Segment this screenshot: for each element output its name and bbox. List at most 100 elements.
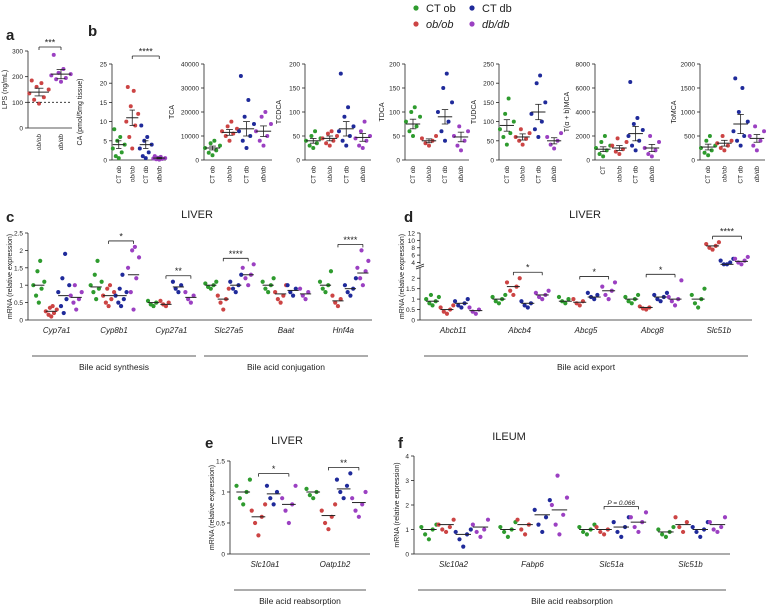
data-point	[251, 262, 256, 267]
data-point	[176, 290, 181, 295]
group-label: Bile acid reabsorption	[531, 596, 613, 606]
data-point	[263, 110, 268, 114]
panel-letter: c	[6, 209, 14, 226]
data-point	[629, 301, 634, 306]
x-tick-label: CT db	[143, 166, 150, 184]
data-point	[615, 529, 620, 535]
data-point	[411, 134, 415, 138]
x-tick-label: CT ob	[705, 166, 712, 184]
y-tick-label: 30000	[181, 86, 199, 93]
data-point	[317, 279, 323, 284]
data-point	[249, 508, 254, 513]
data-point	[457, 124, 462, 129]
y-tick-label: 0	[586, 158, 590, 165]
data-point	[334, 477, 340, 482]
data-point	[584, 532, 590, 537]
data-point	[736, 110, 741, 114]
data-point	[447, 524, 452, 530]
data-point	[632, 524, 637, 530]
data-point	[357, 143, 362, 148]
data-point	[711, 527, 716, 532]
data-point	[666, 294, 671, 300]
data-point	[230, 286, 236, 291]
data-point	[706, 153, 711, 158]
data-point	[125, 85, 130, 90]
data-point	[679, 278, 684, 283]
data-point	[660, 532, 665, 537]
data-point	[561, 512, 566, 517]
data-point	[611, 520, 616, 525]
y-tick-label: 150	[289, 86, 300, 93]
data-point	[652, 292, 657, 298]
data-point	[266, 290, 271, 295]
data-point	[338, 297, 343, 302]
legend-entry-0: CT ob	[413, 3, 456, 15]
data-point	[474, 529, 479, 535]
data-point	[130, 146, 135, 151]
data-point	[241, 502, 246, 507]
data-point	[466, 129, 471, 134]
data-point	[603, 292, 608, 298]
data-point	[594, 524, 599, 530]
panel-f: 0 1 2 3 4 mRNA (relative expression) Slc10a2 Fa…	[394, 454, 730, 606]
data-point	[238, 74, 243, 78]
data-point	[498, 524, 503, 530]
data-point	[423, 141, 428, 146]
legend-label: db/db	[482, 19, 510, 31]
data-point	[271, 502, 276, 507]
y-tick-label: 1	[405, 527, 409, 534]
data-point	[597, 152, 602, 156]
x-tick-label: ob/ob	[520, 166, 527, 183]
y-tick-label: 2	[19, 248, 23, 255]
data-point	[692, 301, 698, 306]
y-tick-label: 0	[411, 318, 415, 325]
data-point	[719, 524, 724, 530]
data-point	[67, 283, 72, 288]
data-point	[191, 293, 196, 298]
data-point	[338, 71, 343, 76]
data-point	[436, 294, 441, 300]
data-point	[42, 279, 47, 284]
panel-b3: 0 50 100 150 200 TCDCA CT ob ob/ob CT db db/db	[276, 62, 373, 184]
y-tick-label: 6	[411, 253, 415, 260]
y-axis-label: TCDCA	[276, 100, 283, 124]
significance-label: P = 0.066	[607, 500, 635, 507]
data-point	[758, 138, 763, 143]
y-tick-label: 40000	[181, 62, 199, 69]
y-axis-label: TUDCA	[471, 100, 478, 124]
data-point	[311, 146, 316, 150]
data-point	[628, 80, 633, 84]
axis-break-mark	[415, 263, 425, 268]
data-point	[427, 301, 432, 306]
y-tick-label: 0	[490, 158, 494, 165]
data-point	[496, 301, 502, 306]
data-point	[359, 248, 364, 253]
data-point	[256, 533, 261, 538]
legend-entry-2: ob/ob	[413, 19, 454, 31]
data-point	[327, 143, 332, 148]
significance-label: **	[175, 266, 183, 276]
data-point	[419, 136, 424, 141]
data-point	[503, 292, 508, 298]
data-point	[441, 86, 446, 90]
data-point	[344, 483, 350, 488]
data-point	[74, 307, 79, 312]
gene-label: Oatp1b2	[320, 560, 351, 569]
y-tick-label: 6000	[576, 86, 591, 93]
data-point	[335, 303, 341, 309]
data-point	[612, 280, 618, 285]
data-point	[54, 77, 59, 82]
data-point	[564, 495, 570, 500]
data-point	[33, 293, 39, 298]
data-point	[355, 265, 360, 270]
data-point	[451, 303, 456, 308]
data-point	[502, 529, 507, 535]
data-point	[307, 493, 312, 498]
data-point	[506, 96, 511, 101]
data-point	[263, 502, 268, 507]
significance-label: ****	[229, 249, 244, 259]
data-point	[503, 111, 508, 116]
y-tick-label: 10000	[181, 134, 199, 141]
y-tick-label: 1500	[681, 86, 696, 93]
data-point	[446, 119, 451, 124]
